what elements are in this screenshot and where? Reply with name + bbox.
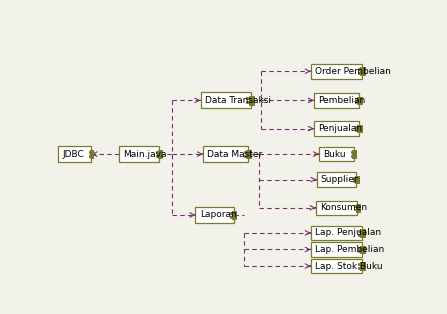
FancyBboxPatch shape xyxy=(230,212,234,214)
Text: Pembelian: Pembelian xyxy=(318,96,365,105)
Text: Order Pembelian: Order Pembelian xyxy=(315,67,391,76)
FancyBboxPatch shape xyxy=(358,68,362,70)
FancyBboxPatch shape xyxy=(354,205,357,207)
FancyBboxPatch shape xyxy=(355,101,359,103)
FancyBboxPatch shape xyxy=(314,93,359,108)
FancyBboxPatch shape xyxy=(232,211,236,219)
FancyBboxPatch shape xyxy=(358,234,362,236)
FancyBboxPatch shape xyxy=(357,97,362,104)
Text: Konsumen: Konsumen xyxy=(320,203,367,212)
FancyBboxPatch shape xyxy=(246,150,251,158)
FancyBboxPatch shape xyxy=(311,242,362,257)
FancyBboxPatch shape xyxy=(355,126,359,128)
Text: Penjualan: Penjualan xyxy=(318,124,362,133)
FancyBboxPatch shape xyxy=(314,121,359,136)
FancyBboxPatch shape xyxy=(355,129,359,131)
FancyBboxPatch shape xyxy=(358,250,362,252)
Text: Data Master: Data Master xyxy=(207,149,262,159)
FancyBboxPatch shape xyxy=(118,146,160,162)
FancyBboxPatch shape xyxy=(316,172,356,187)
FancyBboxPatch shape xyxy=(59,146,91,162)
FancyBboxPatch shape xyxy=(360,68,365,75)
FancyBboxPatch shape xyxy=(230,216,234,218)
FancyBboxPatch shape xyxy=(311,64,362,78)
Text: JDBC: JDBC xyxy=(63,149,84,159)
FancyBboxPatch shape xyxy=(358,267,362,269)
FancyBboxPatch shape xyxy=(156,155,160,157)
FancyBboxPatch shape xyxy=(90,150,93,158)
FancyBboxPatch shape xyxy=(353,177,356,179)
FancyBboxPatch shape xyxy=(203,146,248,162)
FancyBboxPatch shape xyxy=(195,207,234,223)
FancyBboxPatch shape xyxy=(358,72,362,74)
FancyBboxPatch shape xyxy=(316,201,357,215)
FancyBboxPatch shape xyxy=(246,97,251,99)
FancyBboxPatch shape xyxy=(158,150,162,158)
Text: Supplier: Supplier xyxy=(320,175,358,184)
FancyBboxPatch shape xyxy=(201,92,251,108)
FancyBboxPatch shape xyxy=(311,259,362,273)
FancyBboxPatch shape xyxy=(156,151,160,153)
FancyBboxPatch shape xyxy=(249,96,253,105)
FancyBboxPatch shape xyxy=(355,98,359,100)
FancyBboxPatch shape xyxy=(245,151,248,153)
FancyBboxPatch shape xyxy=(89,155,91,157)
FancyBboxPatch shape xyxy=(360,246,365,253)
FancyBboxPatch shape xyxy=(353,180,356,182)
FancyBboxPatch shape xyxy=(358,230,362,232)
FancyBboxPatch shape xyxy=(358,263,362,265)
FancyBboxPatch shape xyxy=(351,155,354,157)
FancyBboxPatch shape xyxy=(360,262,365,270)
FancyBboxPatch shape xyxy=(246,101,251,103)
FancyBboxPatch shape xyxy=(358,247,362,249)
Text: Buku: Buku xyxy=(323,149,346,159)
Text: Lap. Stok Buku: Lap. Stok Buku xyxy=(315,262,383,271)
FancyBboxPatch shape xyxy=(319,147,354,161)
Text: Data Transaksi: Data Transaksi xyxy=(205,96,271,105)
Text: Main.java: Main.java xyxy=(123,149,166,159)
FancyBboxPatch shape xyxy=(356,204,360,212)
Text: Lap. Penjualan: Lap. Penjualan xyxy=(315,228,381,237)
FancyBboxPatch shape xyxy=(311,226,362,240)
Text: Laporan: Laporan xyxy=(200,210,236,219)
FancyBboxPatch shape xyxy=(355,176,358,183)
FancyBboxPatch shape xyxy=(357,125,362,133)
FancyBboxPatch shape xyxy=(245,155,248,157)
Text: Lap. Pembelian: Lap. Pembelian xyxy=(315,245,384,254)
FancyBboxPatch shape xyxy=(354,208,357,210)
FancyBboxPatch shape xyxy=(360,229,365,237)
FancyBboxPatch shape xyxy=(351,151,354,153)
FancyBboxPatch shape xyxy=(353,150,356,158)
FancyBboxPatch shape xyxy=(89,151,91,153)
